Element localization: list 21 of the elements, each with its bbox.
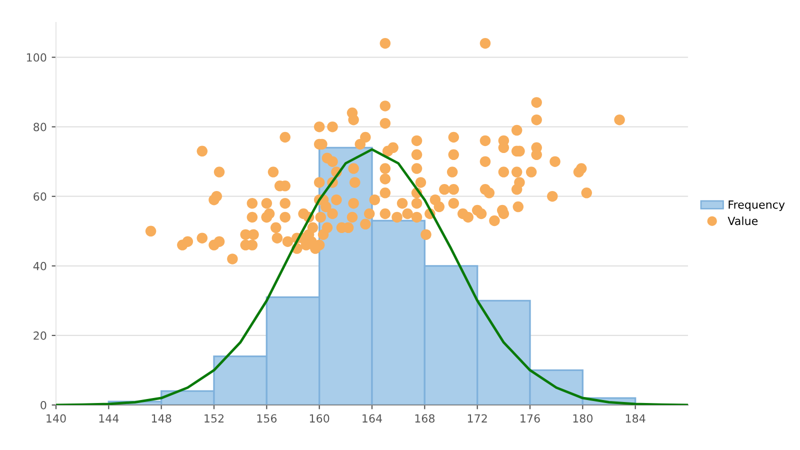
y-tick-label: 100 [26,53,46,62]
x-tick-label: 156 [257,414,277,423]
x-tick-label: 168 [415,414,435,423]
y-tick-label: 60 [34,192,46,201]
x-tick-label: 164 [362,414,382,423]
x-tick-label: 160 [310,414,330,423]
x-tick-label: 148 [152,414,172,423]
x-tick-label: 152 [204,414,224,423]
x-tick-label: 140 [46,414,66,423]
x-tick-label: 184 [626,414,646,423]
x-tick-label: 180 [573,414,593,423]
y-tick-label: 20 [34,331,46,340]
x-tick-label: 176 [520,414,540,423]
x-tick-label: 172 [468,414,487,422]
y-tick-label: 40 [33,262,46,270]
x-tick-label: 144 [99,414,119,422]
line-series [56,148,688,405]
y-tick-label: 0 [40,400,46,410]
legend-label: Frequency [728,200,785,211]
y-tick-label: 80 [34,122,46,132]
legend-label: Value [728,216,758,226]
